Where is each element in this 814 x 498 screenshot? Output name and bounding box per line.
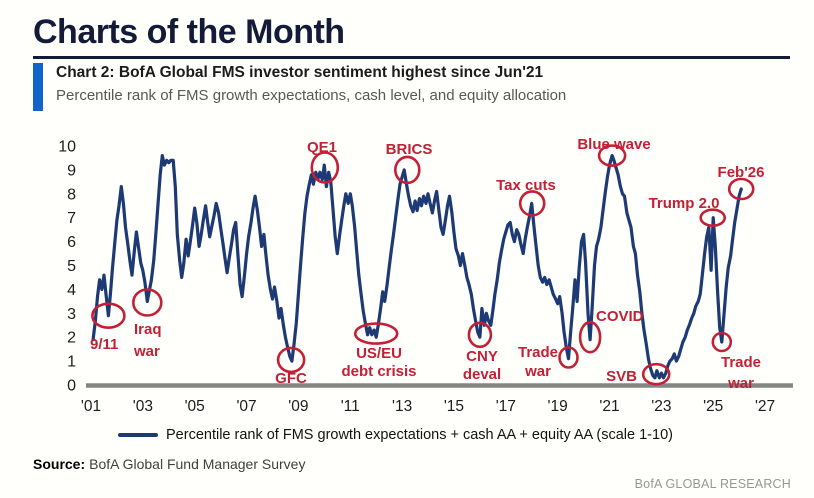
annotation-label-trade-war-2019-2: war: [524, 363, 551, 380]
y-tick-label-9: 9: [67, 162, 76, 179]
source-note: Source: BofA Global Fund Manager Survey: [33, 456, 305, 472]
annotation-label-iraq-war-2: war: [133, 343, 160, 360]
x-tick-label-2007: '07: [236, 398, 256, 415]
y-tick-label-3: 3: [67, 306, 76, 323]
x-tick-label-2021: '21: [599, 398, 619, 415]
annotation-circle-feb-26: [727, 177, 755, 201]
x-tick-label-2001: '01: [81, 398, 101, 415]
annotation-circle-trade-war-2025: [711, 331, 733, 353]
annotation-circle-cny-deval: [467, 321, 493, 349]
annotation-circle-brics: [393, 155, 421, 185]
sentiment-chart: 0 1 2 3 4 5 6 7 8 9 10 '01 '03 '05 '07 '09 '11 '13 '15 '17 '…: [58, 136, 793, 415]
page-title: Charts of the Month: [33, 13, 345, 51]
chart-legend: Percentile rank of FMS growth expectatio…: [118, 427, 673, 443]
x-tick-label-2023: '23: [651, 398, 671, 415]
annotation-circle-nine-eleven: [91, 302, 126, 330]
y-tick-label-5: 5: [67, 258, 76, 275]
annotation-label-trade-war-2025-1: Trade: [721, 354, 761, 371]
annotation-circle-trump-2-0: [699, 208, 727, 227]
annotation-circle-useu-debt-crisis: [353, 322, 399, 345]
annotation-label-svb: SVB: [606, 368, 637, 385]
annotation-label-trump-2-0: Trump 2.0: [649, 195, 720, 212]
brand-mark: BofA GLOBAL RESEARCH: [634, 477, 791, 491]
chart-subtitle: Percentile rank of FMS growth expectatio…: [56, 87, 567, 104]
source-label: Source:: [33, 456, 86, 472]
title-underline: [33, 56, 790, 59]
x-tick-label-2019: '19: [548, 398, 568, 415]
source-text: BofA Global Fund Manager Survey: [89, 456, 306, 472]
annotation-label-nine-eleven: 9/11: [90, 336, 118, 353]
y-tick-label-7: 7: [67, 210, 76, 227]
annotation-label-useu-debt-crisis-2: debt crisis: [341, 363, 416, 380]
annotation-label-qe1: QE1: [307, 139, 337, 156]
annotation-circle-svb: [641, 362, 671, 386]
y-tick-label-4: 4: [67, 282, 76, 299]
annotation-circle-iraq-war: [132, 288, 163, 317]
x-tick-label-2017: '17: [496, 398, 516, 415]
annotation-circle-tax-cuts: [518, 190, 546, 217]
x-tick-label-2005: '05: [185, 398, 205, 415]
annotation-label-useu-debt-crisis-1: US/EU: [356, 345, 402, 362]
y-tick-label-2: 2: [67, 330, 76, 347]
chart-accent-bar: [33, 63, 43, 111]
x-tick-label-2027: '27: [755, 398, 775, 415]
annotation-label-blue-wave: Blue wave: [577, 136, 650, 153]
y-tick-label-0: 0: [67, 378, 76, 395]
annotation-circle-covid: [578, 320, 602, 354]
y-tick-label-10: 10: [58, 139, 76, 156]
y-tick-label-1: 1: [67, 354, 76, 371]
annotation-label-brics: BRICS: [386, 141, 433, 158]
legend-line-sample: [118, 432, 158, 438]
chart-title: Chart 2: BofA Global FMS investor sentim…: [56, 64, 544, 81]
x-tick-label-2009: '09: [288, 398, 308, 415]
y-tick-label-8: 8: [67, 186, 76, 203]
annotation-label-iraq-war-1: Iraq: [134, 321, 162, 338]
annotation-circle-gfc: [276, 346, 306, 374]
annotation-label-cny-deval-1: CNY: [466, 348, 498, 365]
annotation-label-feb-26: Feb'26: [718, 164, 765, 181]
legend-label: Percentile rank of FMS growth expectatio…: [166, 427, 673, 443]
x-tick-label-2003: '03: [133, 398, 153, 415]
annotation-label-covid: COVID: [596, 308, 644, 325]
y-tick-label-6: 6: [67, 234, 76, 251]
annotation-label-gfc: GFC: [275, 370, 307, 387]
sentiment-line: [91, 154, 743, 380]
x-tick-label-2013: '13: [392, 398, 412, 415]
annotation-circle-trade-war-2019: [558, 346, 579, 369]
annotation-label-cny-deval-2: deval: [463, 366, 501, 383]
x-tick-label-2025: '25: [703, 398, 723, 415]
x-tick-label-2015: '15: [444, 398, 464, 415]
annotation-circle-qe1: [310, 151, 340, 184]
annotation-circle-blue-wave: [597, 144, 627, 167]
annotation-label-trade-war-2019-1: Trade: [518, 344, 558, 361]
annotation-label-tax-cuts: Tax cuts: [496, 177, 556, 194]
annotation-label-trade-war-2025-2: war: [727, 375, 754, 392]
x-tick-label-2011: '11: [341, 398, 360, 415]
